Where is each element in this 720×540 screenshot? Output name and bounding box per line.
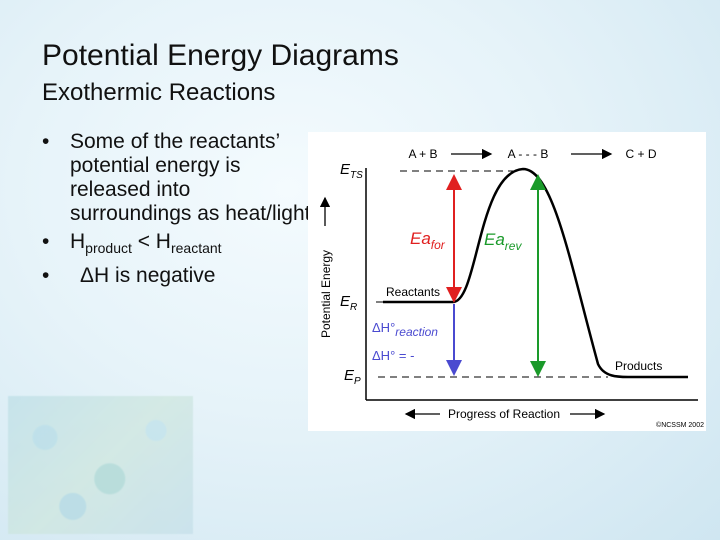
ea-forward-label: Eafor — [410, 229, 446, 252]
page-subtitle: Exothermic Reactions — [42, 79, 276, 106]
ep-label: EP — [344, 367, 361, 387]
delta-h-value-label: ΔH° = - — [372, 348, 414, 363]
bullet-sub-reactant: reactant — [170, 240, 222, 256]
energy-diagram-svg: A + B A - - - B C + D Potential Energy P… — [319, 147, 704, 429]
energy-diagram-figure: A + B A - - - B C + D Potential Energy P… — [308, 132, 706, 431]
products-label: Products — [615, 359, 662, 373]
bullet-h1: H — [70, 230, 86, 253]
bullet-mid: < H — [131, 230, 171, 253]
bullet-item: Some of the reactants’ potential energy … — [42, 130, 312, 226]
stage-label-reactants: A + B — [408, 147, 437, 161]
bullet-list: Some of the reactants’ potential energy … — [42, 130, 312, 292]
bullet-item: Hproduct < Hreactant — [42, 230, 312, 260]
page-title: Potential Energy Diagrams — [42, 39, 399, 72]
bullet-sub-product: product — [85, 240, 132, 256]
y-axis-label: Potential Energy — [319, 250, 333, 338]
ets-label: ETS — [340, 161, 363, 181]
bullet-item: ΔH is negative — [42, 264, 312, 288]
copyright-label: ©NCSSM 2002 — [656, 421, 704, 429]
stage-label-products: C + D — [625, 147, 656, 161]
er-label: ER — [340, 293, 357, 313]
stage-label-transition: A - - - B — [508, 147, 549, 161]
reactants-label: Reactants — [386, 285, 440, 299]
x-axis-label: Progress of Reaction — [448, 407, 560, 421]
decorative-texture-image — [8, 396, 193, 534]
ea-reverse-label: Earev — [484, 230, 522, 253]
delta-h-reaction-label: ΔH°reaction — [372, 320, 438, 339]
energy-curve — [383, 167, 688, 379]
